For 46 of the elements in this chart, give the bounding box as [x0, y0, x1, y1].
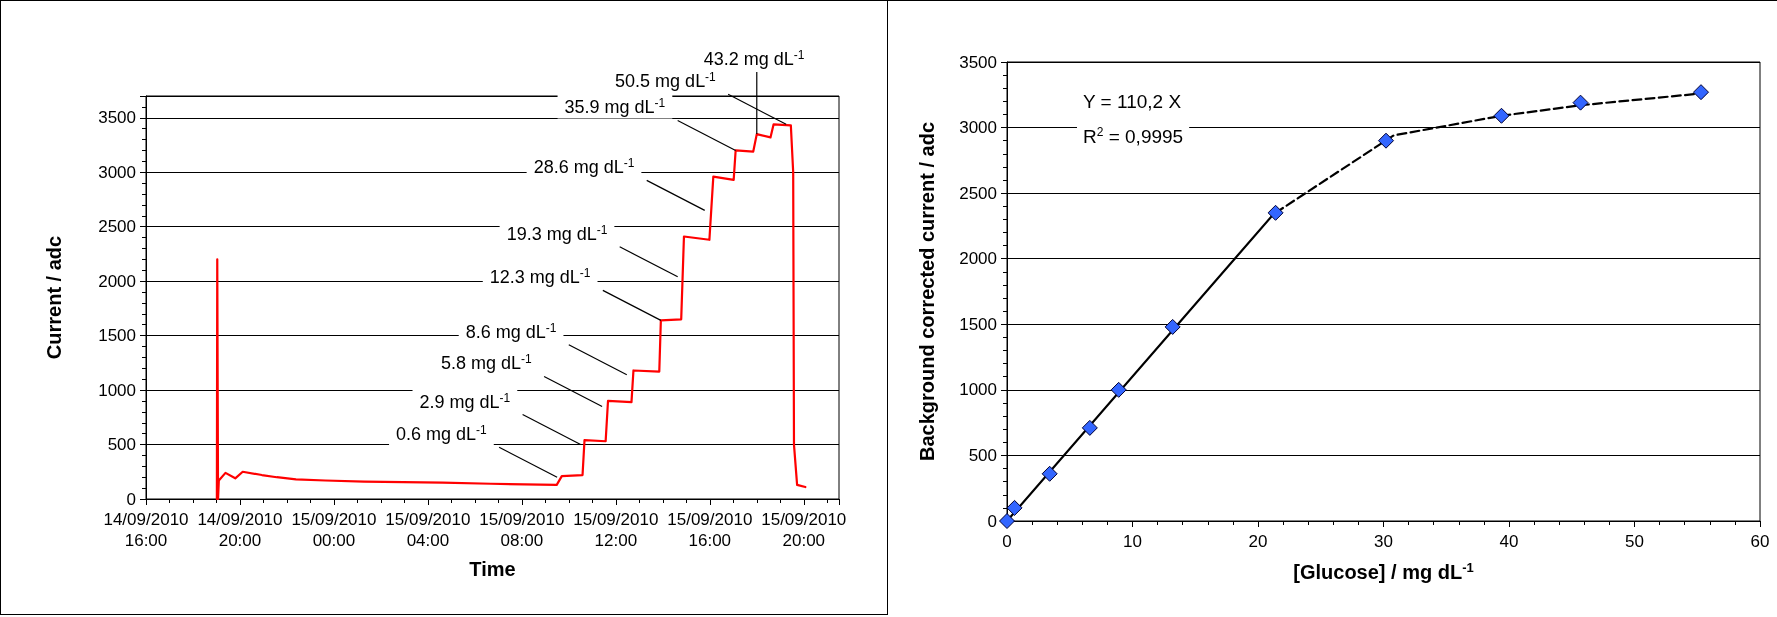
point	[999, 513, 1015, 529]
x-tick-label: 0	[1002, 532, 1012, 551]
y-tick-label: 500	[968, 445, 997, 465]
x-tick-label: 15/09/2010 04:00	[385, 510, 471, 550]
line-series	[215, 123, 807, 501]
point	[1081, 419, 1098, 436]
x-tick-label: 15/09/2010 08:00	[479, 510, 565, 550]
y-tick-label: 1500	[98, 326, 136, 346]
y-axis-title: Background corrected current / adc	[916, 122, 938, 461]
y-tick-label: 1500	[959, 314, 997, 334]
x-tick-label: 15/09/2010 12:00	[573, 510, 659, 550]
x-tick-label: 15/09/2010 00:00	[291, 510, 377, 550]
y-tick-label: 3500	[98, 108, 136, 128]
y-tick-label: 3000	[959, 118, 997, 138]
x-tick-label: 14/09/2010 16:00	[103, 510, 189, 550]
x-tick-label: 60	[1750, 532, 1770, 551]
y-tick-label: 500	[107, 435, 136, 455]
point	[1493, 107, 1510, 124]
x-tick-label: 40	[1499, 532, 1519, 551]
x-tick-label: 15/09/2010 16:00	[667, 510, 753, 550]
y-tick-label: 1000	[98, 380, 136, 400]
x-tick-label: 14/09/2010 20:00	[197, 510, 283, 550]
point	[1572, 94, 1589, 111]
point	[1693, 84, 1710, 101]
point	[1041, 465, 1058, 482]
x-tick-label: 50	[1625, 532, 1644, 551]
point	[1006, 499, 1023, 516]
y-tick-label: 3500	[959, 52, 997, 72]
y-tick-label: 2000	[98, 271, 136, 291]
y-tick-label: 2000	[959, 249, 997, 269]
x-axis-title: Time	[469, 558, 516, 580]
point	[1110, 381, 1127, 398]
x-tick-label: 30	[1374, 532, 1393, 551]
y-tick-label: 2500	[98, 217, 136, 237]
annotation: Y = 110,2 X	[1083, 91, 1182, 112]
y-axis-title: Current / adc	[43, 235, 65, 360]
y-tick-label: 1000	[959, 380, 997, 400]
y-tick-label: 2500	[959, 183, 997, 203]
x-tick-label: 15/09/2010 20:00	[761, 510, 847, 550]
x-tick-label: 20	[1248, 532, 1268, 551]
y-tick-label: 3000	[98, 162, 136, 182]
point	[1378, 132, 1395, 149]
x-tick-label: 10	[1123, 532, 1142, 551]
y-tick-label: 0	[126, 489, 136, 509]
point	[1164, 318, 1181, 335]
point	[1267, 204, 1284, 221]
